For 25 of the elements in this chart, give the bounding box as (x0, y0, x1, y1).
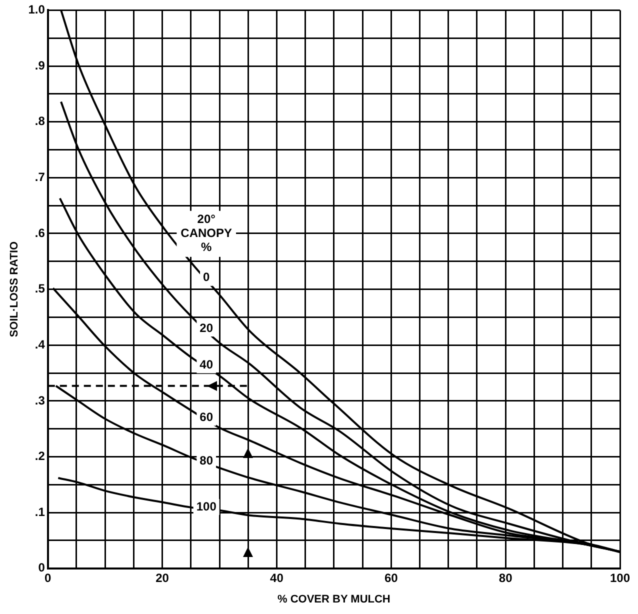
series-label: 0 (203, 270, 210, 284)
y-tick-label: .7 (34, 170, 46, 184)
series-label: 60 (200, 410, 214, 424)
x-tick-label: 80 (498, 570, 513, 585)
series-label: 40 (200, 358, 214, 372)
x-axis-title: % COVER BY MULCH (278, 593, 390, 606)
y-tick-label: .4 (34, 337, 46, 352)
x-tick-label: 60 (384, 570, 398, 585)
y-tick-label: .3 (34, 393, 46, 408)
y-tick-label: .8 (34, 114, 46, 128)
x-tick-label: 20 (156, 570, 170, 585)
x-tick-label: 40 (270, 570, 284, 585)
y-tick-label: 1.0 (28, 2, 46, 17)
y-tick-label: .1 (34, 504, 46, 519)
y-tick-label: .6 (34, 226, 46, 240)
y-tick-label: .2 (34, 449, 46, 464)
series-label: 80 (200, 453, 214, 468)
y-tick-label: 0 (38, 560, 46, 575)
series-label: 100 (196, 499, 217, 514)
y-tick-label: .5 (34, 282, 46, 296)
series-label: 20 (200, 320, 214, 335)
legend-title: 20° CANOPY % (180, 212, 232, 254)
y-axis-title: SOIL·LOSS RATIO (8, 240, 21, 338)
x-tick-label: 100 (610, 570, 630, 585)
y-tick-label: .9 (34, 58, 46, 72)
